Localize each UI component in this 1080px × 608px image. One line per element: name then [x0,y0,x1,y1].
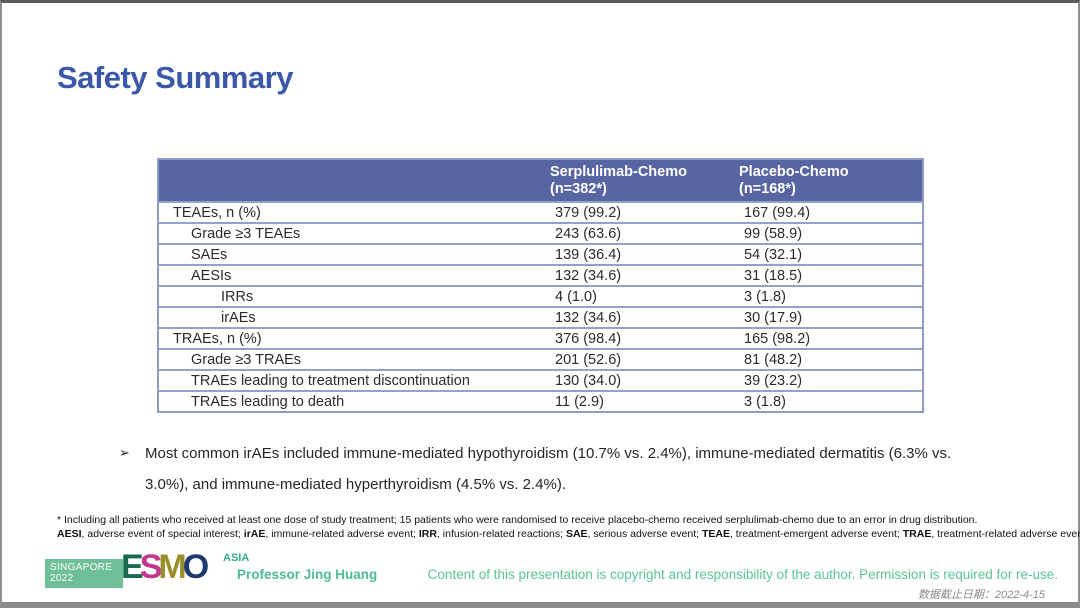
abbreviation-definition: , treatment-emergent adverse event; [729,528,903,540]
table-header-label-spacer [159,164,537,198]
singapore-2022-badge: SINGAPORE 2022 [45,559,123,588]
serplulimab-value: 379 (99.2) [555,204,622,221]
abbreviation-definition: , serious adverse event; [587,528,702,540]
serplulimab-value: 11 (2.9) [555,393,604,410]
table-row: Grade ≥3 TRAEs 201 (52.6) 81 (48.2) [159,348,922,369]
abbreviation-definition: , immune-related adverse event; [265,528,419,540]
placebo-value: 54 (32.1) [744,246,803,263]
data-cutoff-date: 数据截止日期：2022-4-15 [917,589,1045,601]
table-row: AESIs 132 (34.6) 31 (18.5) [159,264,922,285]
key-finding-text: Most common irAEs included immune-mediat… [145,445,952,493]
abbreviation-definition: , infusion-related reactions; [436,528,566,540]
placebo-value: 81 (48.2) [744,351,803,368]
asia-label: ASIA [223,552,250,564]
placebo-value: 31 (18.5) [744,267,803,284]
table-row: Grade ≥3 TEAEs 243 (63.6) 99 (58.9) [159,222,922,243]
serplulimab-value: 130 (34.0) [555,372,622,389]
table-row: TEAEs, n (%) 379 (99.2) 167 (99.4) [159,201,922,222]
esmo-letter: M [158,548,186,586]
serplulimab-value: 132 (34.6) [555,267,622,284]
column-header-line2: (n=382*) [550,181,607,197]
esmo-letter: O [182,548,210,586]
placebo-value: 3 (1.8) [744,393,786,410]
page-title: Safety Summary [57,60,293,95]
safety-table-body: TEAEs, n (%) 379 (99.2) 167 (99.4) Grade ≥3… [159,201,922,411]
row-label: TRAEs leading to death [191,393,345,410]
row-label: TRAEs, n (%) [173,330,262,347]
table-header-row: Serplulimab-Chemo (n=382*) Placebo-Chemo… [159,160,922,201]
safety-summary-table: Serplulimab-Chemo (n=382*) Placebo-Chemo… [157,158,924,413]
row-label: IRRs [221,288,254,305]
badge-city: SINGAPORE [50,562,113,573]
abbreviation-term: IRR [418,528,437,540]
table-row: SAEs 139 (36.4) 54 (32.1) [159,243,922,264]
column-header-line2: (n=168*) [739,181,796,197]
abbreviation-term: AESI [57,528,82,540]
serplulimab-value: 243 (63.6) [555,225,622,242]
table-row: TRAEs leading to treatment discontinuati… [159,369,922,390]
table-row: IRRs 4 (1.0) 3 (1.8) [159,285,922,306]
table-row: TRAEs, n (%) 376 (98.4) 165 (98.2) [159,327,922,348]
serplulimab-value: 376 (98.4) [555,330,622,347]
table-row: irAEs 132 (34.6) 30 (17.9) [159,306,922,327]
abbreviation-term: SAE [565,528,588,540]
arrow-bullet-icon: ➢ [119,446,130,461]
copyright-notice: Content of this presentation is copyrigh… [427,567,1058,582]
serplulimab-value: 4 (1.0) [555,288,597,305]
abbreviation-term: TRAE [902,528,932,540]
presenter-name: Professor Jing Huang [237,567,378,582]
column-header-placebo: Placebo-Chemo (n=168*) [727,164,922,198]
row-label: TRAEs leading to treatment discontinuati… [191,372,470,389]
serplulimab-value: 132 (34.6) [555,309,622,326]
serplulimab-value: 139 (36.4) [555,246,622,263]
row-label: SAEs [191,246,228,263]
esmo-logo-letters: ESMO [121,548,210,587]
row-label: Grade ≥3 TRAEs [191,351,302,368]
placebo-value: 165 (98.2) [744,330,811,347]
placebo-value: 167 (99.4) [744,204,811,221]
badge-year: 2022 [50,573,74,584]
placebo-value: 3 (1.8) [744,288,786,305]
row-label: TEAEs, n (%) [173,204,261,221]
row-label: AESIs [191,267,232,284]
abbreviation-definition: , treatment-related adverse event. [931,528,1080,540]
row-label: irAEs [221,309,256,326]
key-finding-bullet: ➢ Most common irAEs included immune-medi… [119,438,975,500]
asterisk-footnote: * Including all patients who received at… [57,514,978,526]
esmo-letter: S [139,548,163,586]
abbreviation-footnote: AESI, adverse event of special interest;… [57,528,1080,541]
abbreviation-term: TEAE [701,528,730,540]
abbreviation-definition: , adverse event of special interest; [81,528,244,540]
placebo-value: 30 (17.9) [744,309,803,326]
esmo-asia-logo: SINGAPORE 2022 ESMO ASIA [45,548,255,592]
column-header-line1: Placebo-Chemo [739,164,849,180]
row-label: Grade ≥3 TEAEs [191,225,301,242]
serplulimab-value: 201 (52.6) [555,351,622,368]
table-row: TRAEs leading to death 11 (2.9) 3 (1.8) [159,390,922,411]
abbreviation-term: irAE [243,528,266,540]
column-header-line1: Serplulimab-Chemo [550,164,687,180]
column-header-serplulimab: Serplulimab-Chemo (n=382*) [537,164,727,198]
placebo-value: 99 (58.9) [744,225,803,242]
placebo-value: 39 (23.2) [744,372,803,389]
esmo-letter: E [121,548,144,586]
